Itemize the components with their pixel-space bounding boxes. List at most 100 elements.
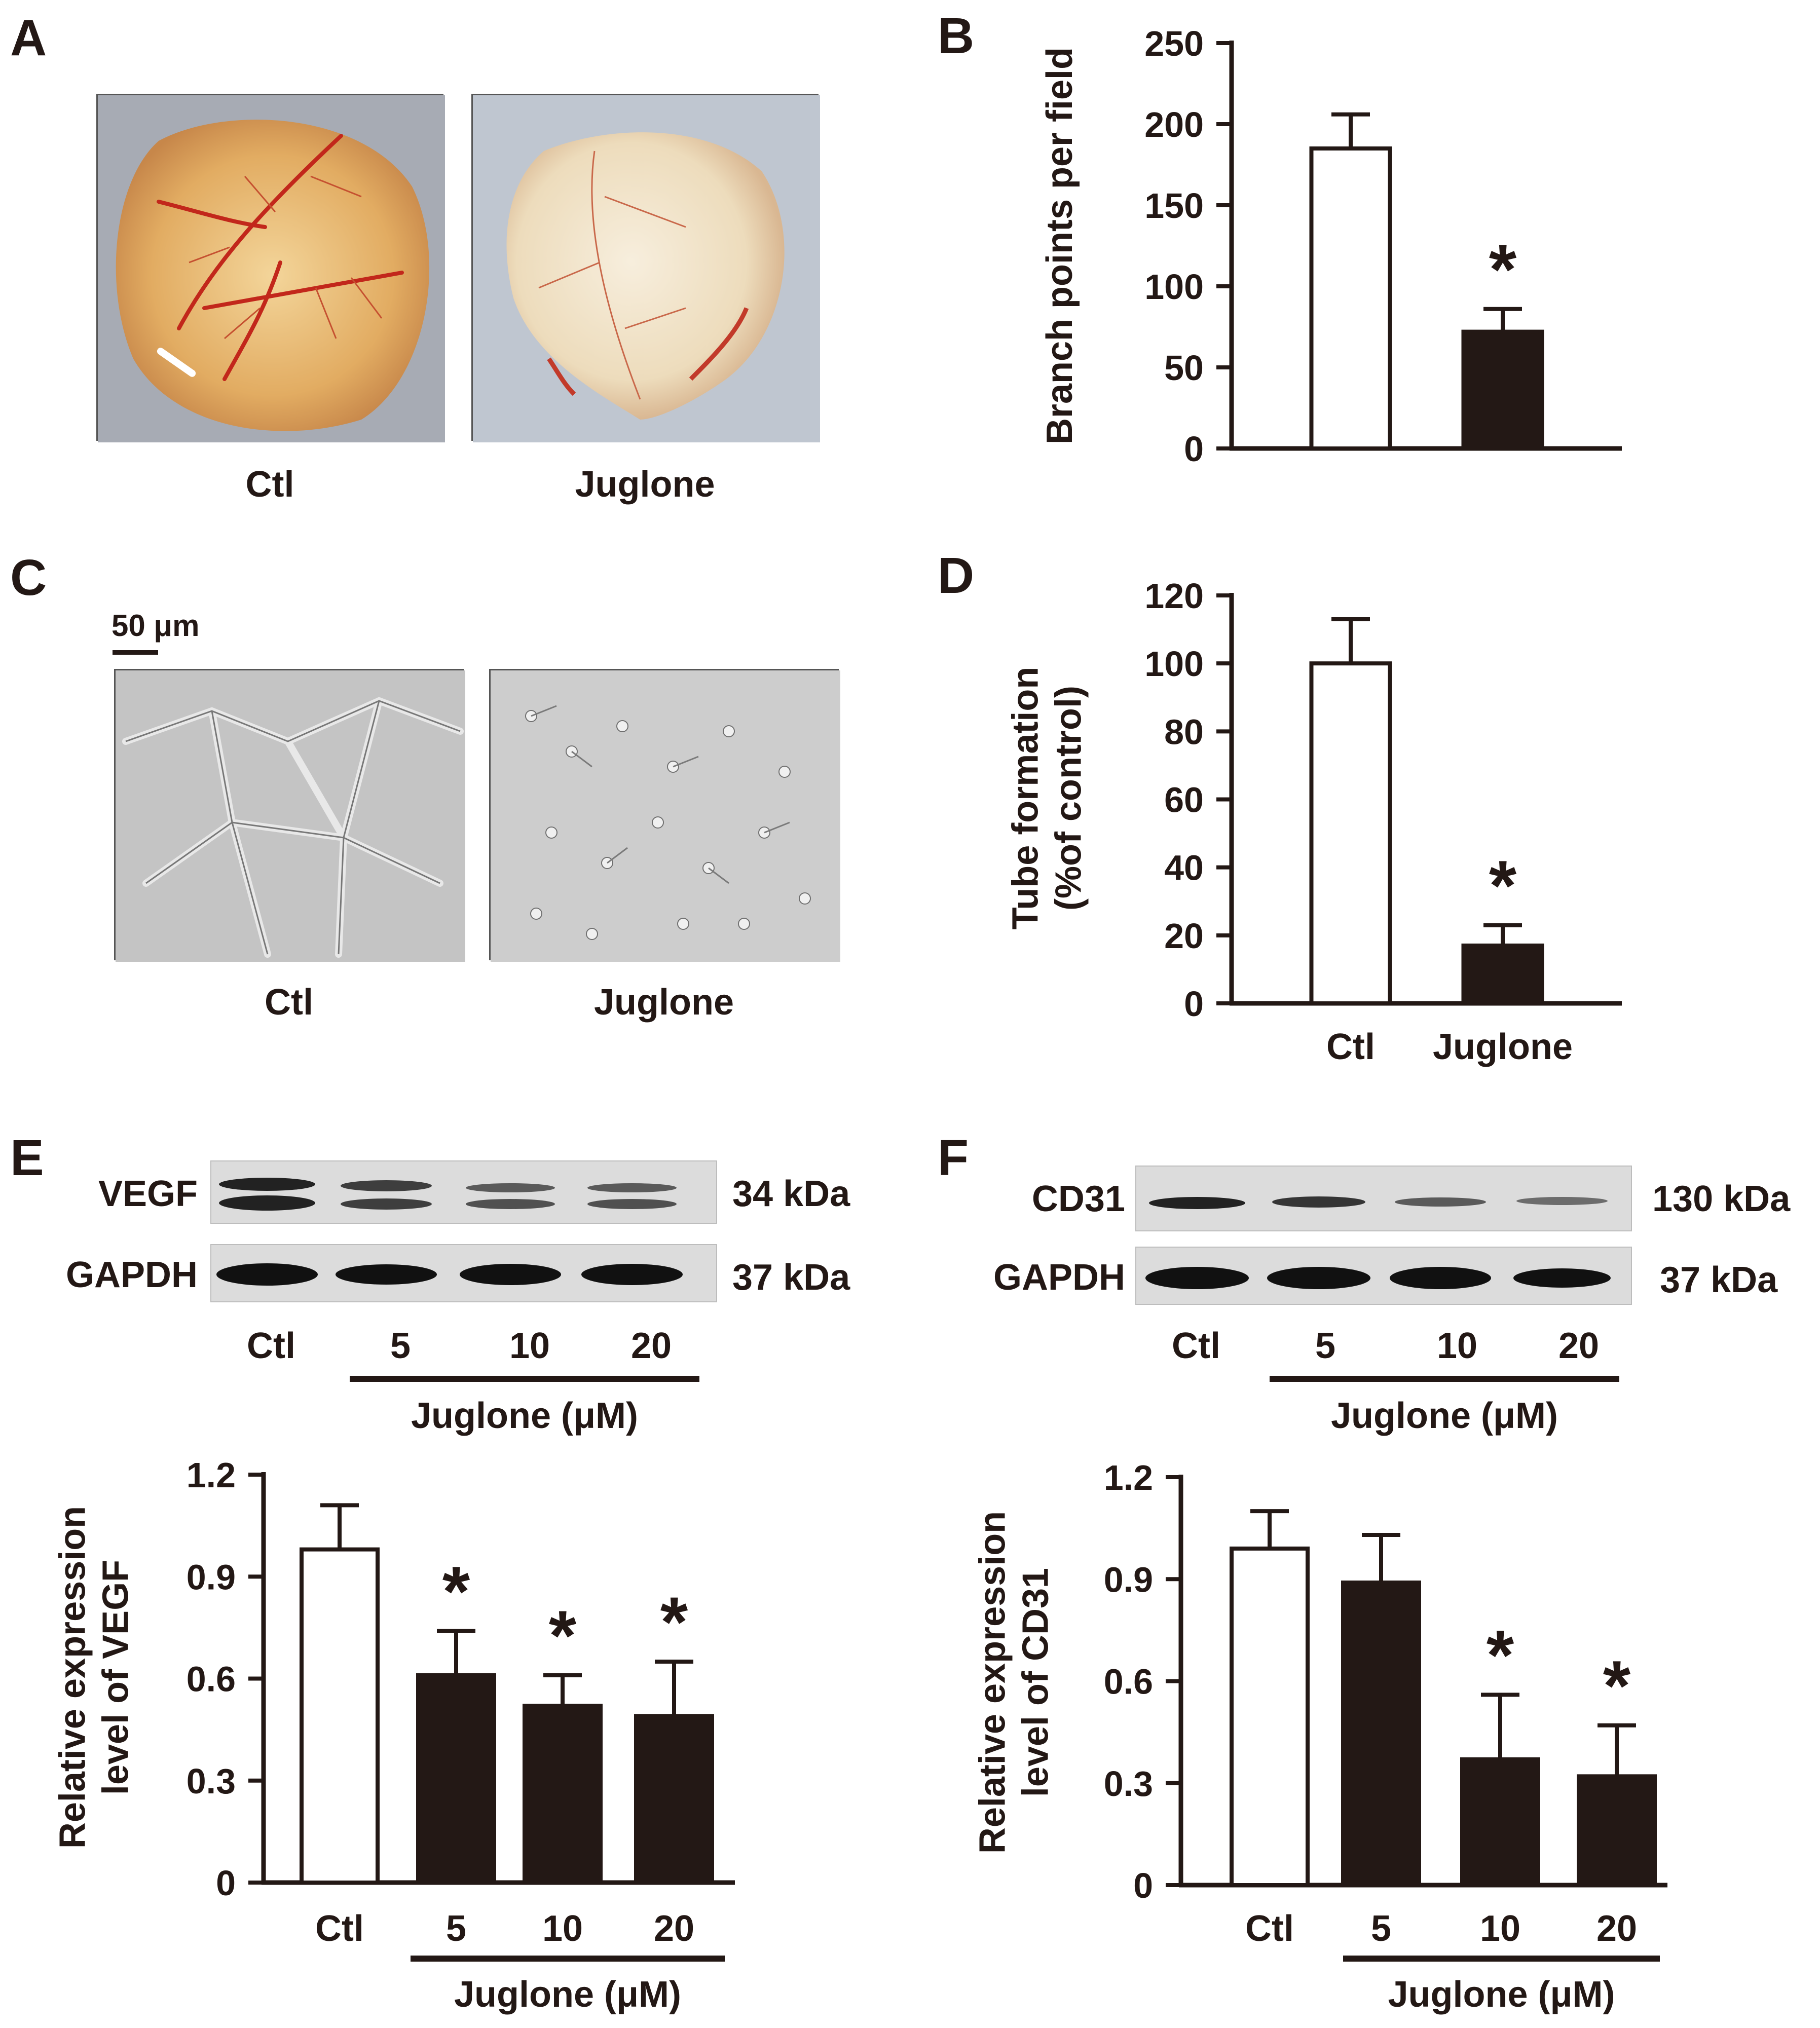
bar-5 xyxy=(416,1673,496,1885)
significance-asterisk: * xyxy=(442,1552,470,1631)
scale-bar-label: 50 μm xyxy=(112,609,200,643)
y-tick-label: 20 xyxy=(1164,916,1204,956)
y-tick-label: 1.2 xyxy=(1104,1458,1153,1497)
blot-f-protein-1: CD31 xyxy=(1031,1179,1125,1219)
tube-micrograph-ctl xyxy=(114,669,465,962)
x-category-label: 10 xyxy=(1480,1908,1520,1949)
y-axis-label-line: Relative expression xyxy=(53,1506,93,1849)
blot-e-size-2: 37 kDa xyxy=(732,1257,850,1298)
y-tick-label: 0.9 xyxy=(1104,1560,1153,1599)
significance-asterisk: * xyxy=(1603,1646,1631,1725)
significance-asterisk: * xyxy=(660,1582,688,1662)
y-tick-label: 1.2 xyxy=(187,1455,236,1495)
panel-a-letter: A xyxy=(10,10,47,66)
blot-f-treatment-label: Juglone (μM) xyxy=(1331,1396,1558,1436)
micrograph-caption-juglone: Juglone xyxy=(593,982,734,1023)
blot-f-gapdh xyxy=(1135,1247,1632,1305)
y-tick-label: 0 xyxy=(1133,1866,1153,1905)
x-category-label: Ctl xyxy=(315,1908,364,1949)
x-category-label: 20 xyxy=(654,1908,694,1949)
y-axis-label-line: Tube formation xyxy=(1006,667,1046,930)
blot-e-protein-1: VEGF xyxy=(98,1174,198,1214)
y-tick-label: 0.9 xyxy=(187,1557,236,1597)
y-axis-label-line: Relative expression xyxy=(973,1511,1013,1854)
y-tick-label: 100 xyxy=(1144,267,1204,307)
x-group-label: Juglone (μM) xyxy=(454,1974,681,2015)
tube-micrograph-juglone xyxy=(489,669,840,962)
y-tick-label: 0.6 xyxy=(1104,1662,1153,1702)
y-tick-label: 0.3 xyxy=(187,1761,236,1801)
x-category-label: Ctl xyxy=(1326,1027,1375,1067)
blot-e-treatment-label: Juglone (μM) xyxy=(411,1396,638,1436)
cam-photo-juglone xyxy=(471,94,820,442)
blot-f-lane-5: 5 xyxy=(1315,1326,1336,1366)
bar-20 xyxy=(1577,1774,1657,1887)
bar-5 xyxy=(1341,1580,1421,1887)
blot-e-treatment-bar xyxy=(350,1376,699,1382)
blot-e-vegf-bands xyxy=(219,1178,677,1211)
y-axis-label: Branch points per field xyxy=(1039,47,1080,444)
y-tick-label: 60 xyxy=(1164,780,1204,820)
blot-f-size-1: 130 kDa xyxy=(1652,1179,1791,1219)
y-axis-label: Relative expression level of CD31 xyxy=(973,1511,1056,1854)
scale-bar xyxy=(113,650,158,655)
blot-e-lane-5: 5 xyxy=(390,1326,411,1366)
y-axis-label-line: (%of control) xyxy=(1049,686,1089,911)
bar-20 xyxy=(634,1714,714,1885)
tube-ctl-drawing xyxy=(116,670,465,962)
cam-photo-ctl xyxy=(96,94,445,442)
blot-e-lane-10: 10 xyxy=(509,1326,550,1366)
blot-f-protein-2: GAPDH xyxy=(993,1257,1125,1298)
blot-e-gapdh-bands xyxy=(216,1263,683,1286)
blot-f-cd31-bands xyxy=(1149,1196,1608,1209)
significance-asterisk: * xyxy=(1489,846,1517,925)
bar-ctl xyxy=(300,1547,380,1885)
blot-f-cd31 xyxy=(1135,1166,1632,1231)
y-tick-label: 120 xyxy=(1144,576,1204,616)
bar-juglone xyxy=(1461,943,1544,1006)
bar-juglone xyxy=(1461,329,1544,450)
cam-caption-ctl: Ctl xyxy=(245,464,294,505)
blot-e-size-1: 34 kDa xyxy=(732,1174,850,1214)
y-axis-label: Relative expression level of VEGF xyxy=(53,1506,136,1849)
blot-e-gapdh xyxy=(210,1244,717,1302)
significance-asterisk: * xyxy=(1487,1615,1514,1695)
y-tick-label: 0 xyxy=(216,1863,236,1903)
panel-e-letter: E xyxy=(10,1130,44,1186)
blot-e-lane-ctl: Ctl xyxy=(247,1326,295,1366)
panel-c-letter: C xyxy=(10,549,47,606)
blot-e-lane-20: 20 xyxy=(630,1326,672,1366)
blot-e-vegf xyxy=(210,1160,717,1224)
micrograph-caption-ctl: Ctl xyxy=(265,982,313,1023)
x-category-label: Ctl xyxy=(1245,1908,1294,1949)
tube-juglone-drawing xyxy=(491,670,840,962)
blot-f-gapdh-bands xyxy=(1145,1267,1611,1289)
blot-f-size-2: 37 kDa xyxy=(1660,1260,1778,1300)
y-axis-label-line: Branch points per field xyxy=(1039,47,1080,444)
panel-d-letter: D xyxy=(938,547,974,604)
x-category-label: 5 xyxy=(1371,1908,1391,1949)
y-axis-label-line: level of CD31 xyxy=(1016,1568,1056,1797)
y-axis-label: Tube formation (%of control) xyxy=(1006,667,1089,930)
y-axis-label-line: level of VEGF xyxy=(96,1560,136,1795)
x-category-label: 20 xyxy=(1596,1908,1637,1949)
panel-b-letter: B xyxy=(938,8,974,64)
significance-asterisk: * xyxy=(549,1596,577,1675)
y-tick-label: 0 xyxy=(1184,984,1204,1024)
bar-10 xyxy=(1460,1757,1540,1888)
x-category-label: 5 xyxy=(446,1908,466,1949)
y-tick-label: 150 xyxy=(1144,186,1204,226)
cam-caption-juglone: Juglone xyxy=(575,464,715,505)
y-tick-label: 0.6 xyxy=(187,1660,236,1699)
y-tick-label: 0 xyxy=(1184,429,1204,469)
panel-f-letter: F xyxy=(938,1130,969,1186)
bar-ctl xyxy=(1230,1546,1310,1887)
y-tick-label: 40 xyxy=(1164,848,1204,888)
cam-ctl-drawing xyxy=(98,95,445,442)
y-tick-label: 100 xyxy=(1144,644,1204,684)
blot-f-lane-10: 10 xyxy=(1436,1326,1478,1366)
x-category-label: Juglone xyxy=(1433,1027,1573,1067)
bar-ctl xyxy=(1309,146,1392,450)
y-tick-label: 50 xyxy=(1164,348,1204,388)
y-tick-label: 250 xyxy=(1144,24,1204,63)
